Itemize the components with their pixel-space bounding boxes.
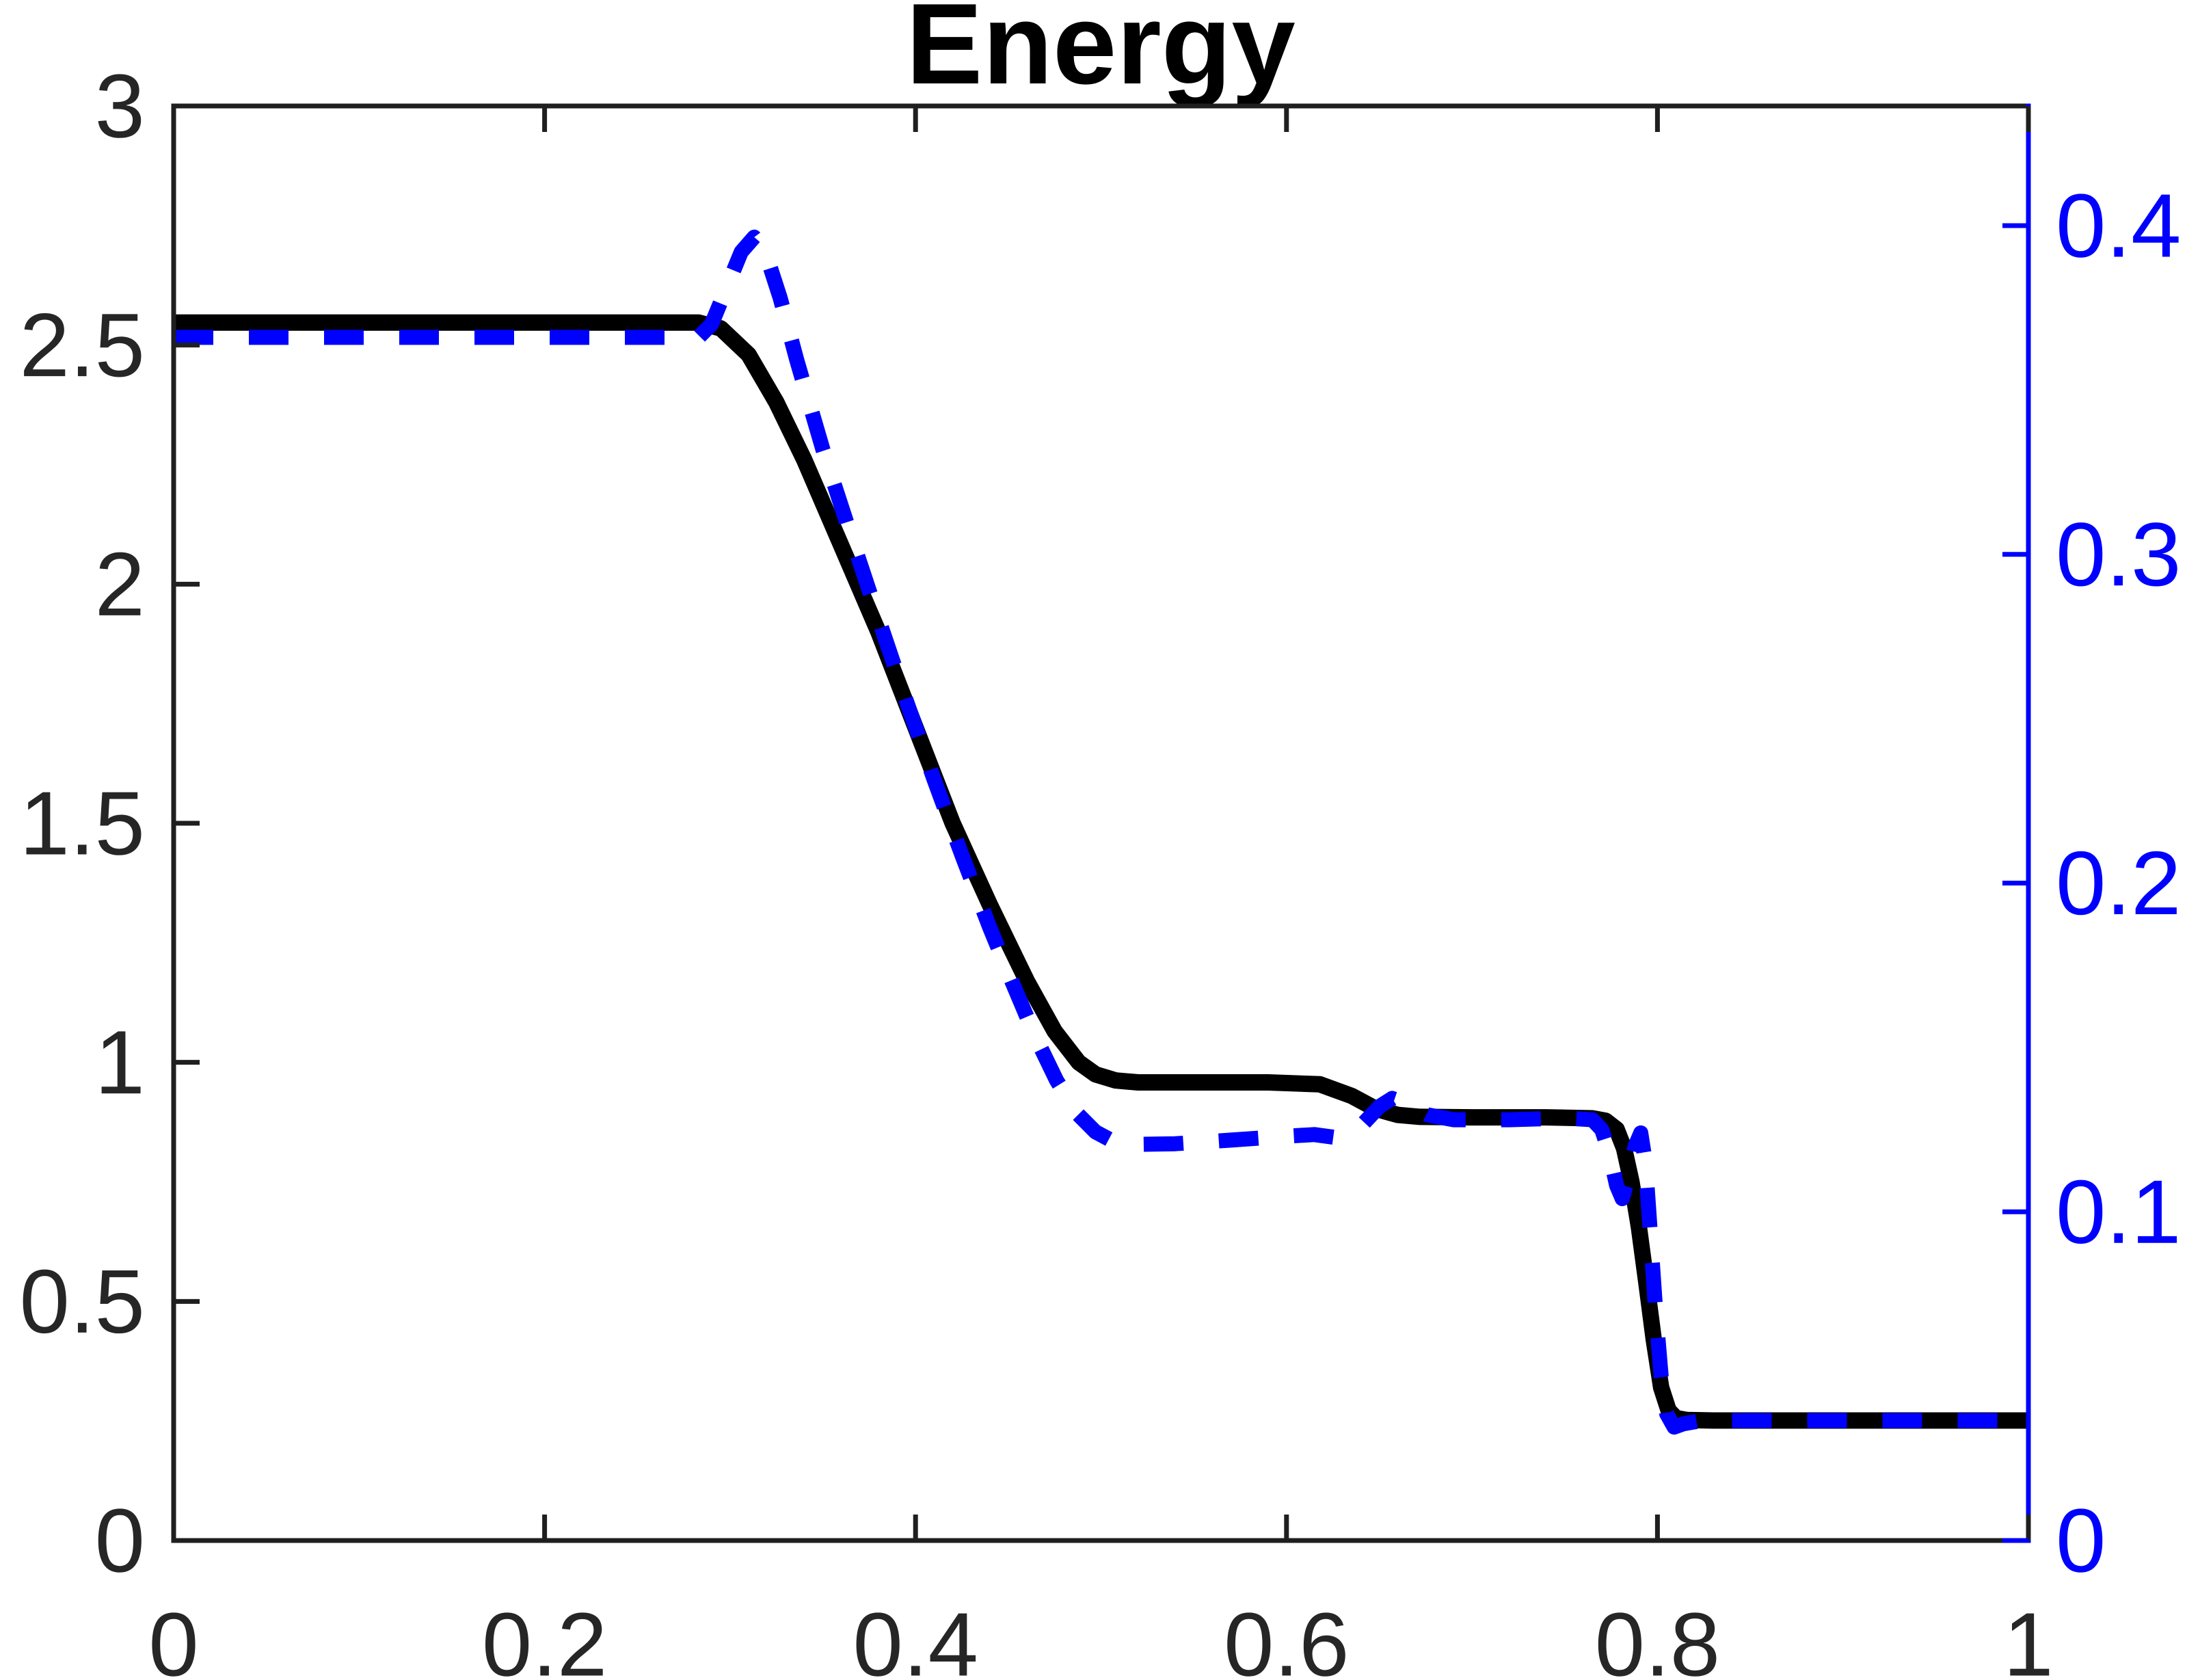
plot-area bbox=[174, 106, 2028, 1541]
chart-title: Energy bbox=[906, 0, 1296, 108]
x-tick-label: 0.2 bbox=[482, 1595, 608, 1680]
tick-marks bbox=[171, 103, 2031, 1543]
left-y-tick-label: 1.5 bbox=[20, 773, 146, 874]
left-y-tick-label: 0 bbox=[95, 1491, 145, 1591]
x-tick-label: 0.6 bbox=[1224, 1595, 1350, 1680]
left-y-tick-label: 3 bbox=[95, 56, 145, 157]
right-y-tick-label: 0.4 bbox=[2056, 175, 2182, 276]
series-group bbox=[174, 229, 2028, 1435]
right-y-tick-label: 0.3 bbox=[2056, 504, 2182, 604]
left-y-tick-label: 2.5 bbox=[20, 295, 146, 395]
x-tick-label: 0.4 bbox=[853, 1595, 978, 1680]
x-tick-label: 0 bbox=[148, 1595, 198, 1680]
right-y-tick-label: 0.2 bbox=[2056, 833, 2182, 933]
x-tick-label: 0.8 bbox=[1595, 1595, 1721, 1680]
left-y-tick-label: 0.5 bbox=[20, 1251, 146, 1352]
x-tick-label: 1 bbox=[2003, 1595, 2053, 1680]
energy-dashed-blue-line bbox=[174, 229, 2028, 1435]
right-y-tick-label: 0 bbox=[2056, 1491, 2106, 1591]
left-y-tick-label: 1 bbox=[95, 1012, 145, 1112]
left-y-tick-label: 2 bbox=[95, 534, 145, 635]
right-y-tick-label: 0.1 bbox=[2056, 1162, 2182, 1262]
